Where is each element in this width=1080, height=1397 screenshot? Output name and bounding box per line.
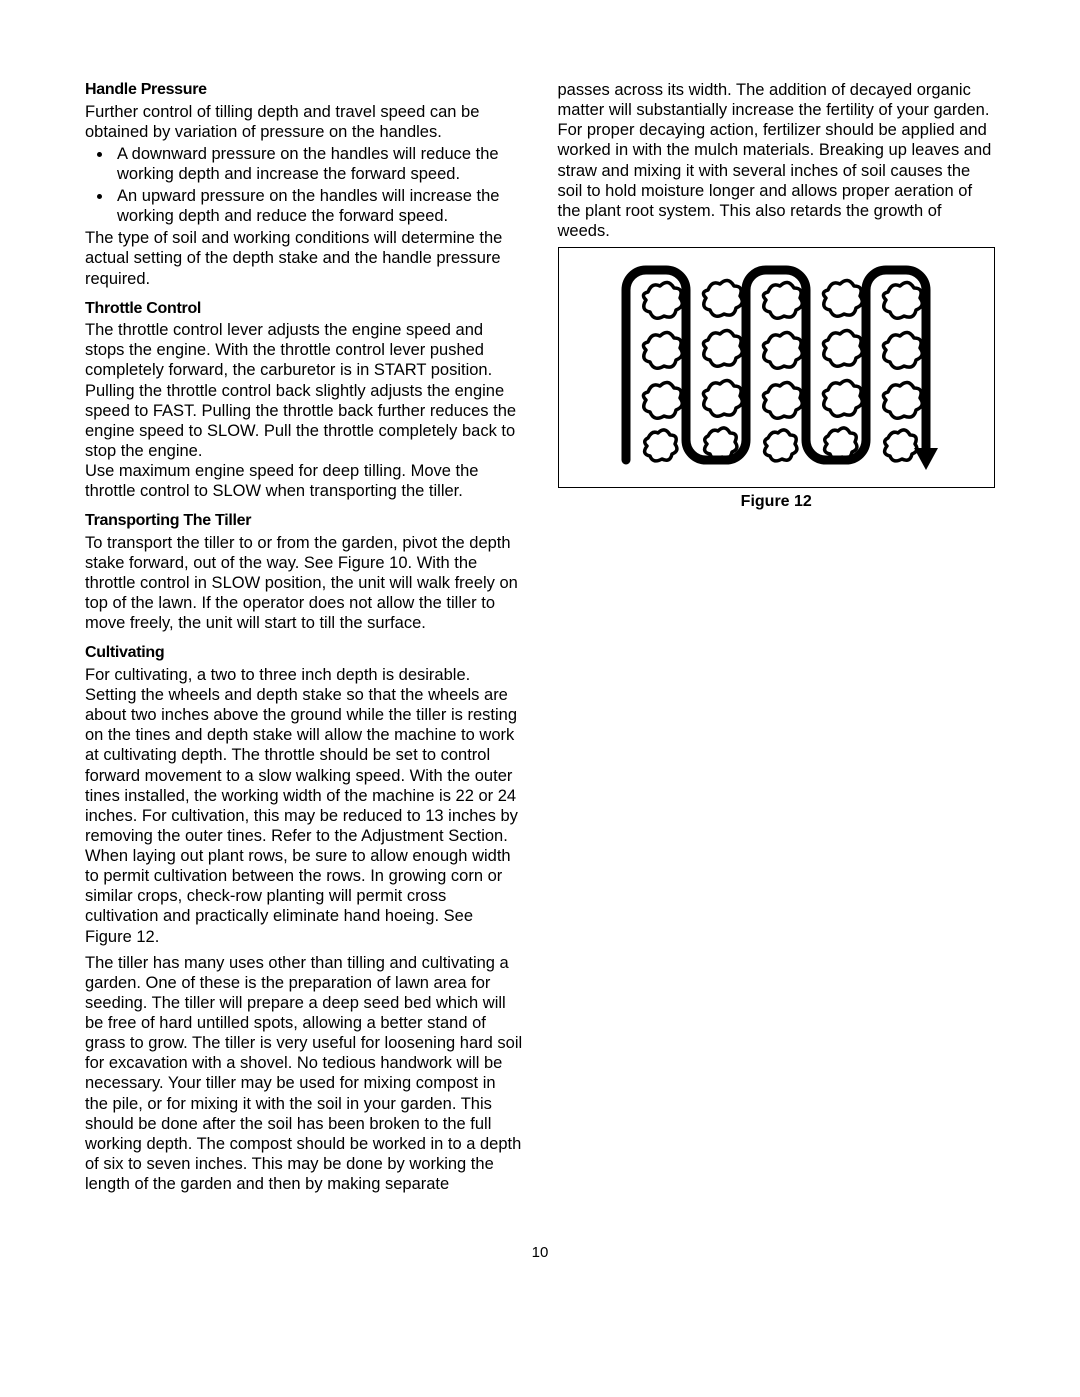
bullet-item: A downward pressure on the handles will … <box>113 144 523 184</box>
heading-throttle-control: Throttle Control <box>85 299 523 319</box>
right-column: passes across its width. The addition of… <box>558 80 996 1204</box>
para: Further control of tilling depth and tra… <box>85 102 523 142</box>
para: The type of soil and working conditions … <box>85 228 523 288</box>
section-cultivating: Cultivating For cultivating, a two to th… <box>85 643 523 1194</box>
para: The throttle control lever adjusts the e… <box>85 320 523 461</box>
bullet-item: An upward pressure on the handles will i… <box>113 186 523 226</box>
heading-transporting: Transporting The Tiller <box>85 511 523 531</box>
heading-cultivating: Cultivating <box>85 643 523 663</box>
section-throttle-control: Throttle Control The throttle control le… <box>85 299 523 502</box>
heading-handle-pressure: Handle Pressure <box>85 80 523 100</box>
two-column-layout: Handle Pressure Further control of tilli… <box>85 80 995 1204</box>
para: Use maximum engine speed for deep tillin… <box>85 461 523 501</box>
figure-12-box <box>558 247 996 488</box>
figure-caption: Figure 12 <box>558 492 996 512</box>
section-transporting: Transporting The Tiller To transport the… <box>85 511 523 633</box>
para: The tiller has many uses other than till… <box>85 953 523 1195</box>
tilling-pattern-diagram-icon <box>596 260 956 475</box>
para: For cultivating, a two to three inch dep… <box>85 665 523 947</box>
para: To transport the tiller to or from the g… <box>85 533 523 634</box>
page-number: 10 <box>85 1244 995 1262</box>
section-handle-pressure: Handle Pressure Further control of tilli… <box>85 80 523 289</box>
bullet-list: A downward pressure on the handles will … <box>85 144 523 227</box>
para-continuation: passes across its width. The addition of… <box>558 80 996 241</box>
left-column: Handle Pressure Further control of tilli… <box>85 80 523 1204</box>
